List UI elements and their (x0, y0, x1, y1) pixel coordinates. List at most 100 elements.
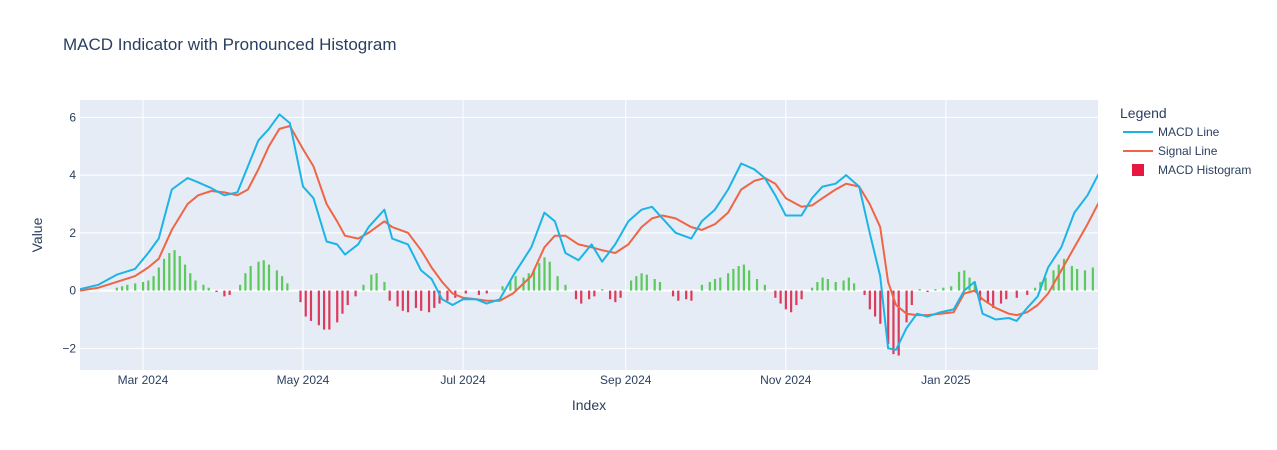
histogram-bar (868, 290, 871, 310)
histogram-bar (1034, 287, 1037, 291)
chart-title: MACD Indicator with Pronounced Histogram (63, 35, 397, 54)
legend-item-macd-line[interactable]: MACD Line (1123, 125, 1220, 139)
histogram-bar (816, 281, 819, 291)
histogram-bar (800, 290, 803, 300)
histogram-bar (281, 276, 284, 291)
histogram-bar (299, 290, 302, 303)
x-tick-label: Nov 2024 (760, 373, 812, 387)
histogram-bar (986, 290, 990, 304)
histogram-bar (438, 290, 441, 304)
signal-line (80, 125, 1098, 317)
y-tick-label: 4 (69, 168, 76, 182)
y-axis-ticks: −2 0 2 4 6 (62, 110, 76, 355)
histogram-bar (834, 281, 837, 291)
histogram-bar (811, 287, 814, 291)
x-axis-ticks: Mar 2024 May 2024 Jul 2024 Sep 2024 Nov 2024… (118, 373, 971, 387)
histogram-bar (727, 273, 730, 291)
histogram-bar (892, 290, 895, 355)
histogram-bar (509, 280, 512, 291)
histogram-bar (635, 276, 638, 291)
histogram-bar (790, 290, 793, 313)
legend-item-signal-line[interactable]: Signal Line (1123, 144, 1218, 158)
legend[interactable]: Legend MACD Line Signal Line MACD Histog… (1120, 105, 1251, 177)
legend-item-macd-histogram[interactable]: MACD Histogram (1132, 163, 1251, 177)
legend-label-histogram: MACD Histogram (1158, 163, 1251, 177)
legend-label-signal: Signal Line (1158, 144, 1218, 158)
histogram-bar (653, 279, 656, 291)
histogram-bar (420, 290, 423, 311)
histogram-bar (732, 268, 735, 291)
histogram-bar (763, 284, 766, 291)
histogram-bar (257, 261, 260, 291)
histogram-bar (1052, 270, 1055, 291)
histogram-bar (934, 289, 937, 291)
y-axis-title: Value (29, 217, 45, 252)
histogram-bar (863, 290, 866, 295)
histogram-bar (601, 289, 604, 291)
x-tick-label: Jan 2025 (921, 373, 971, 387)
histogram-bar (1076, 268, 1079, 291)
legend-label-macd: MACD Line (1158, 125, 1220, 139)
histogram-bar (239, 284, 242, 291)
histogram-bar (115, 287, 118, 291)
histogram-bar (183, 264, 187, 291)
histogram-bar (968, 277, 971, 291)
histogram-bar (346, 290, 349, 306)
histogram-bar (708, 281, 711, 291)
plot-area (80, 100, 1098, 370)
histogram-bar (1070, 266, 1073, 291)
histogram-bar (999, 290, 1003, 304)
histogram-bar (152, 276, 155, 291)
histogram-bar (370, 274, 373, 291)
histogram-bar (737, 266, 740, 291)
histogram-bar (215, 290, 218, 293)
histogram-bar (262, 260, 265, 291)
histogram-bar (992, 290, 995, 308)
series-lines (80, 113, 1098, 351)
histogram-bar (774, 290, 777, 298)
histogram-bar (228, 290, 231, 295)
histogram-bar (842, 280, 845, 291)
histogram-bar (406, 290, 410, 313)
histogram-bar (588, 290, 591, 300)
histogram-bar (645, 274, 648, 291)
histogram-bar (795, 290, 798, 306)
histogram-bar (690, 290, 693, 301)
histogram-bar (446, 290, 449, 301)
histogram-bar (249, 266, 252, 291)
histogram-bar (719, 277, 722, 291)
histogram-bar (286, 283, 289, 291)
histogram-bar (1015, 290, 1018, 298)
histogram-bar (905, 290, 908, 323)
macd-line (80, 113, 1098, 351)
histogram-bar (336, 290, 339, 323)
histogram-bar (957, 271, 961, 291)
x-tick-label: Sep 2024 (600, 373, 652, 387)
y-tick-label: 0 (69, 284, 76, 298)
histogram-bar (548, 261, 551, 291)
histogram-bar (464, 290, 467, 294)
histogram-bar (879, 290, 882, 324)
histogram-bar (826, 279, 829, 291)
histogram-bar (532, 268, 536, 291)
histogram-bar (677, 290, 680, 301)
histogram-bar (658, 281, 662, 291)
histogram-bar (700, 284, 704, 291)
histogram-bar (1005, 290, 1008, 300)
histogram-bar (538, 263, 541, 291)
histogram-bar (162, 258, 166, 291)
histogram-bar (784, 290, 787, 310)
histogram-bar (779, 290, 782, 304)
histogram-bar (873, 290, 877, 317)
histogram-bar (168, 253, 171, 291)
histogram-bar (619, 290, 622, 298)
histogram-bar (323, 290, 326, 330)
histogram-bar (629, 280, 633, 291)
x-axis-title: Index (572, 397, 606, 413)
histogram-bar (574, 290, 578, 300)
histogram-bar (1062, 258, 1066, 291)
histogram-bar (485, 290, 488, 294)
histogram-bar (1083, 270, 1087, 291)
histogram-bar (1044, 277, 1047, 291)
histogram-bar (755, 279, 759, 291)
